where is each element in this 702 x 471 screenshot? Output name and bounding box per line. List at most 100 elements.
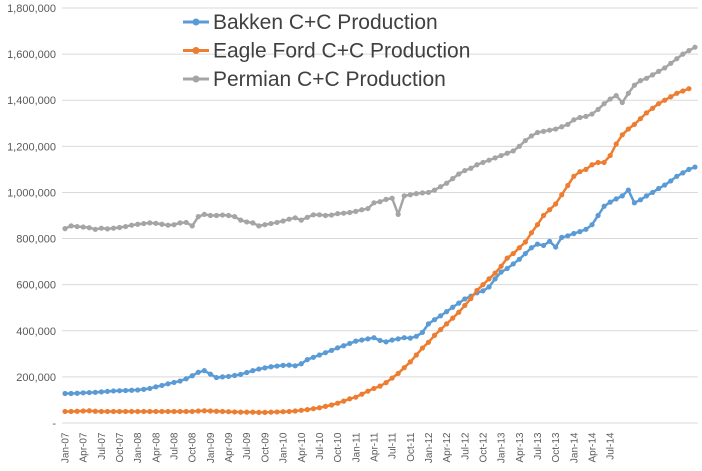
- data-point-bakken: [577, 229, 583, 235]
- data-point-bakken: [147, 385, 153, 392]
- data-point-bakken: [359, 337, 365, 343]
- data-point-eagle: [141, 408, 147, 415]
- data-point-eagle: [547, 207, 553, 213]
- y-tick-label: 1,600,000: [7, 49, 56, 61]
- data-point-bakken: [341, 343, 347, 349]
- data-point-bakken: [401, 335, 407, 341]
- data-point-eagle: [86, 408, 92, 414]
- data-point-bakken: [589, 222, 595, 228]
- data-point-permian: [244, 219, 250, 225]
- data-point-permian: [413, 191, 419, 197]
- data-point-permian: [643, 75, 650, 81]
- data-point-bakken: [116, 388, 123, 394]
- data-point-bakken: [68, 390, 74, 397]
- y-tick-label: 600,000: [16, 280, 56, 292]
- legend-entry: Eagle Ford C+C Production: [213, 40, 470, 63]
- data-point-bakken: [353, 338, 359, 344]
- y-tick-label: -: [52, 418, 56, 430]
- data-point-bakken: [98, 389, 104, 395]
- data-point-bakken: [583, 226, 589, 232]
- data-point-permian: [431, 187, 438, 193]
- plot-area: [62, 8, 698, 423]
- y-tick-label: 1,000,000: [7, 187, 56, 199]
- data-point-permian: [649, 72, 656, 78]
- data-point-eagle: [92, 408, 98, 414]
- data-point-bakken: [250, 368, 256, 374]
- data-point-eagle: [256, 409, 262, 415]
- data-point-bakken: [262, 365, 268, 371]
- data-point-permian: [147, 220, 153, 226]
- x-tick-label: Apr-07: [79, 432, 90, 462]
- data-point-permian: [274, 219, 280, 226]
- data-point-eagle: [419, 345, 425, 351]
- y-tick-label: 1,200,000: [7, 141, 56, 153]
- data-point-permian: [80, 224, 86, 230]
- data-point-eagle: [589, 162, 595, 168]
- data-point-permian: [335, 211, 341, 217]
- data-point-permian: [486, 157, 492, 163]
- data-point-eagle: [656, 101, 662, 107]
- data-point-permian: [450, 176, 456, 182]
- data-point-permian: [468, 165, 474, 171]
- data-point-eagle: [577, 169, 583, 175]
- data-point-eagle: [625, 126, 631, 132]
- data-point-eagle: [528, 230, 535, 236]
- data-point-bakken: [328, 347, 335, 353]
- data-point-bakken: [456, 300, 462, 306]
- legend-marker-icon: [192, 75, 200, 83]
- data-point-bakken: [219, 374, 226, 380]
- data-point-eagle: [171, 408, 177, 415]
- data-point-eagle: [534, 222, 541, 228]
- data-point-bakken: [486, 284, 492, 290]
- data-point-eagle: [359, 391, 365, 397]
- data-point-bakken: [498, 269, 504, 275]
- data-point-eagle: [680, 88, 686, 94]
- data-point-bakken: [141, 386, 147, 392]
- data-point-bakken: [335, 345, 341, 351]
- data-point-eagle: [480, 282, 486, 288]
- data-point-bakken: [425, 321, 432, 327]
- data-point-permian: [159, 221, 165, 227]
- data-point-bakken: [377, 337, 383, 344]
- data-point-eagle: [286, 408, 292, 415]
- data-point-eagle: [213, 408, 220, 414]
- data-point-permian: [213, 212, 220, 219]
- data-point-eagle: [201, 408, 207, 414]
- data-point-permian: [195, 214, 201, 220]
- data-point-eagle: [686, 86, 692, 92]
- data-point-eagle: [250, 409, 256, 415]
- data-point-eagle: [662, 97, 668, 103]
- data-point-bakken: [437, 313, 444, 319]
- data-point-bakken: [292, 363, 298, 369]
- data-point-eagle: [316, 405, 323, 411]
- data-point-bakken: [110, 388, 117, 394]
- data-point-eagle: [583, 166, 589, 172]
- data-point-bakken: [631, 200, 638, 206]
- data-point-eagle: [668, 94, 674, 100]
- data-point-bakken: [80, 390, 86, 396]
- series-bakken: [62, 164, 698, 397]
- data-point-eagle: [116, 408, 123, 415]
- x-tick-label: Jul-14: [606, 432, 617, 460]
- data-point-bakken: [504, 265, 510, 272]
- data-point-eagle: [450, 315, 456, 321]
- data-point-bakken: [280, 362, 286, 368]
- data-point-bakken: [256, 366, 262, 372]
- data-point-eagle: [74, 408, 80, 414]
- data-point-eagle: [377, 383, 383, 389]
- data-point-permian: [98, 225, 104, 231]
- data-point-permian: [171, 222, 177, 228]
- x-tick-label: Jan-11: [351, 432, 362, 462]
- data-point-bakken: [62, 390, 68, 397]
- data-point-permian: [250, 220, 256, 226]
- data-point-permian: [619, 99, 625, 106]
- x-tick-label: Jan-08: [133, 432, 144, 463]
- data-point-permian: [232, 214, 238, 220]
- data-point-eagle: [353, 394, 359, 400]
- data-point-permian: [341, 210, 347, 216]
- data-point-permian: [280, 218, 286, 224]
- data-point-bakken: [668, 178, 674, 184]
- data-point-bakken: [213, 374, 220, 381]
- data-point-permian: [86, 225, 92, 231]
- data-point-bakken: [413, 333, 419, 339]
